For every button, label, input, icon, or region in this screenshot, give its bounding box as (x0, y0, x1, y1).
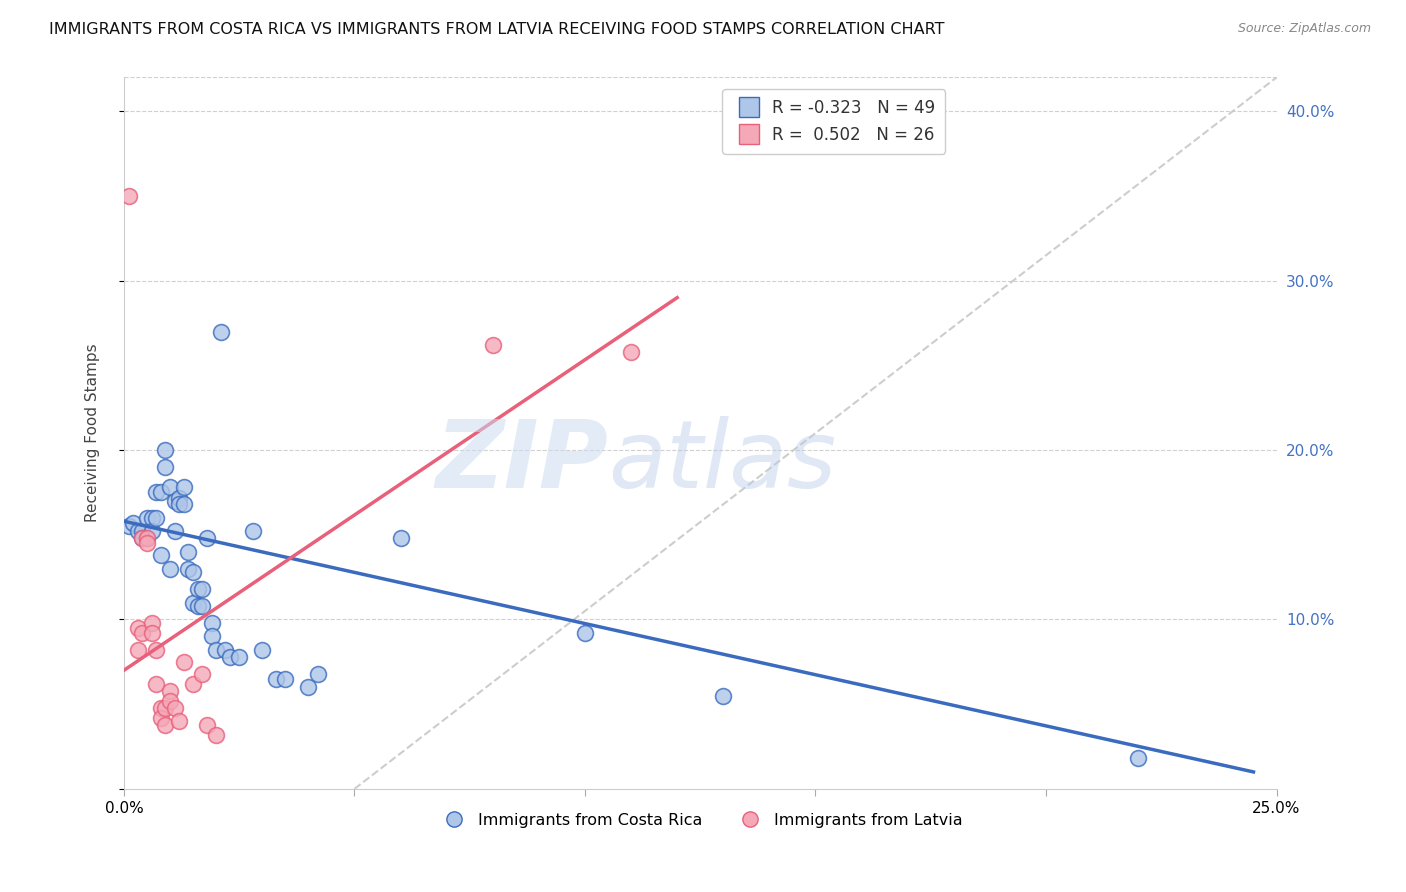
Point (136, 536, 159, 550)
Point (228, 649, 250, 664)
Point (159, 480, 181, 494)
Point (141, 511, 163, 525)
Point (127, 643, 149, 657)
Point (205, 643, 228, 657)
Point (145, 511, 167, 525)
Point (219, 649, 242, 664)
Point (149, 548, 172, 562)
Point (173, 480, 195, 494)
Legend: Immigrants from Costa Rica, Immigrants from Latvia: Immigrants from Costa Rica, Immigrants f… (432, 806, 969, 834)
Point (149, 485, 172, 500)
Point (191, 582, 214, 596)
Point (159, 694, 181, 708)
Point (159, 683, 181, 698)
Point (131, 626, 153, 640)
Point (209, 325, 232, 339)
Point (155, 700, 177, 714)
Point (574, 626, 596, 640)
Point (307, 666, 329, 681)
Point (136, 531, 159, 545)
Point (187, 582, 209, 596)
Point (155, 460, 177, 475)
Text: atlas: atlas (607, 416, 837, 508)
Point (173, 655, 195, 669)
Point (145, 643, 167, 657)
Point (155, 717, 177, 731)
Text: IMMIGRANTS FROM COSTA RICA VS IMMIGRANTS FROM LATVIA RECEIVING FOOD STAMPS CORRE: IMMIGRANTS FROM COSTA RICA VS IMMIGRANTS… (49, 22, 945, 37)
Point (117, 189, 139, 203)
Point (389, 531, 412, 545)
Point (274, 672, 297, 686)
Text: ZIP: ZIP (434, 416, 607, 508)
Point (200, 615, 222, 630)
Point (167, 497, 190, 511)
Point (145, 677, 167, 691)
Point (205, 728, 228, 742)
Point (177, 562, 200, 576)
Point (127, 524, 149, 539)
Point (131, 531, 153, 545)
Point (187, 599, 209, 613)
Point (620, 344, 643, 359)
Point (141, 524, 163, 539)
Point (264, 672, 287, 686)
Point (191, 599, 214, 613)
Point (181, 677, 204, 691)
Point (136, 511, 159, 525)
Point (131, 524, 153, 539)
Point (195, 531, 218, 545)
Point (195, 717, 218, 731)
Point (141, 615, 163, 630)
Point (181, 595, 204, 609)
Point (131, 531, 153, 545)
Point (117, 519, 139, 533)
Point (163, 524, 186, 539)
Point (127, 621, 149, 635)
Point (136, 531, 159, 545)
Point (159, 562, 181, 576)
Point (163, 494, 186, 508)
Point (145, 485, 167, 500)
Point (155, 443, 177, 458)
Point (167, 714, 190, 728)
Point (141, 626, 163, 640)
Point (711, 689, 734, 703)
Point (252, 643, 274, 657)
Point (200, 629, 222, 643)
Point (177, 545, 200, 559)
Point (481, 338, 503, 352)
Point (297, 680, 319, 694)
Point (242, 524, 264, 539)
Point (163, 700, 186, 714)
Point (122, 516, 145, 530)
Point (181, 565, 204, 579)
Point (191, 666, 214, 681)
Point (149, 700, 172, 714)
Point (1128, 751, 1150, 765)
Point (173, 497, 195, 511)
Point (167, 491, 190, 505)
Text: Source: ZipAtlas.com: Source: ZipAtlas.com (1237, 22, 1371, 36)
Y-axis label: Receiving Food Stamps: Receiving Food Stamps (86, 343, 100, 523)
Point (149, 711, 172, 725)
Point (214, 643, 236, 657)
